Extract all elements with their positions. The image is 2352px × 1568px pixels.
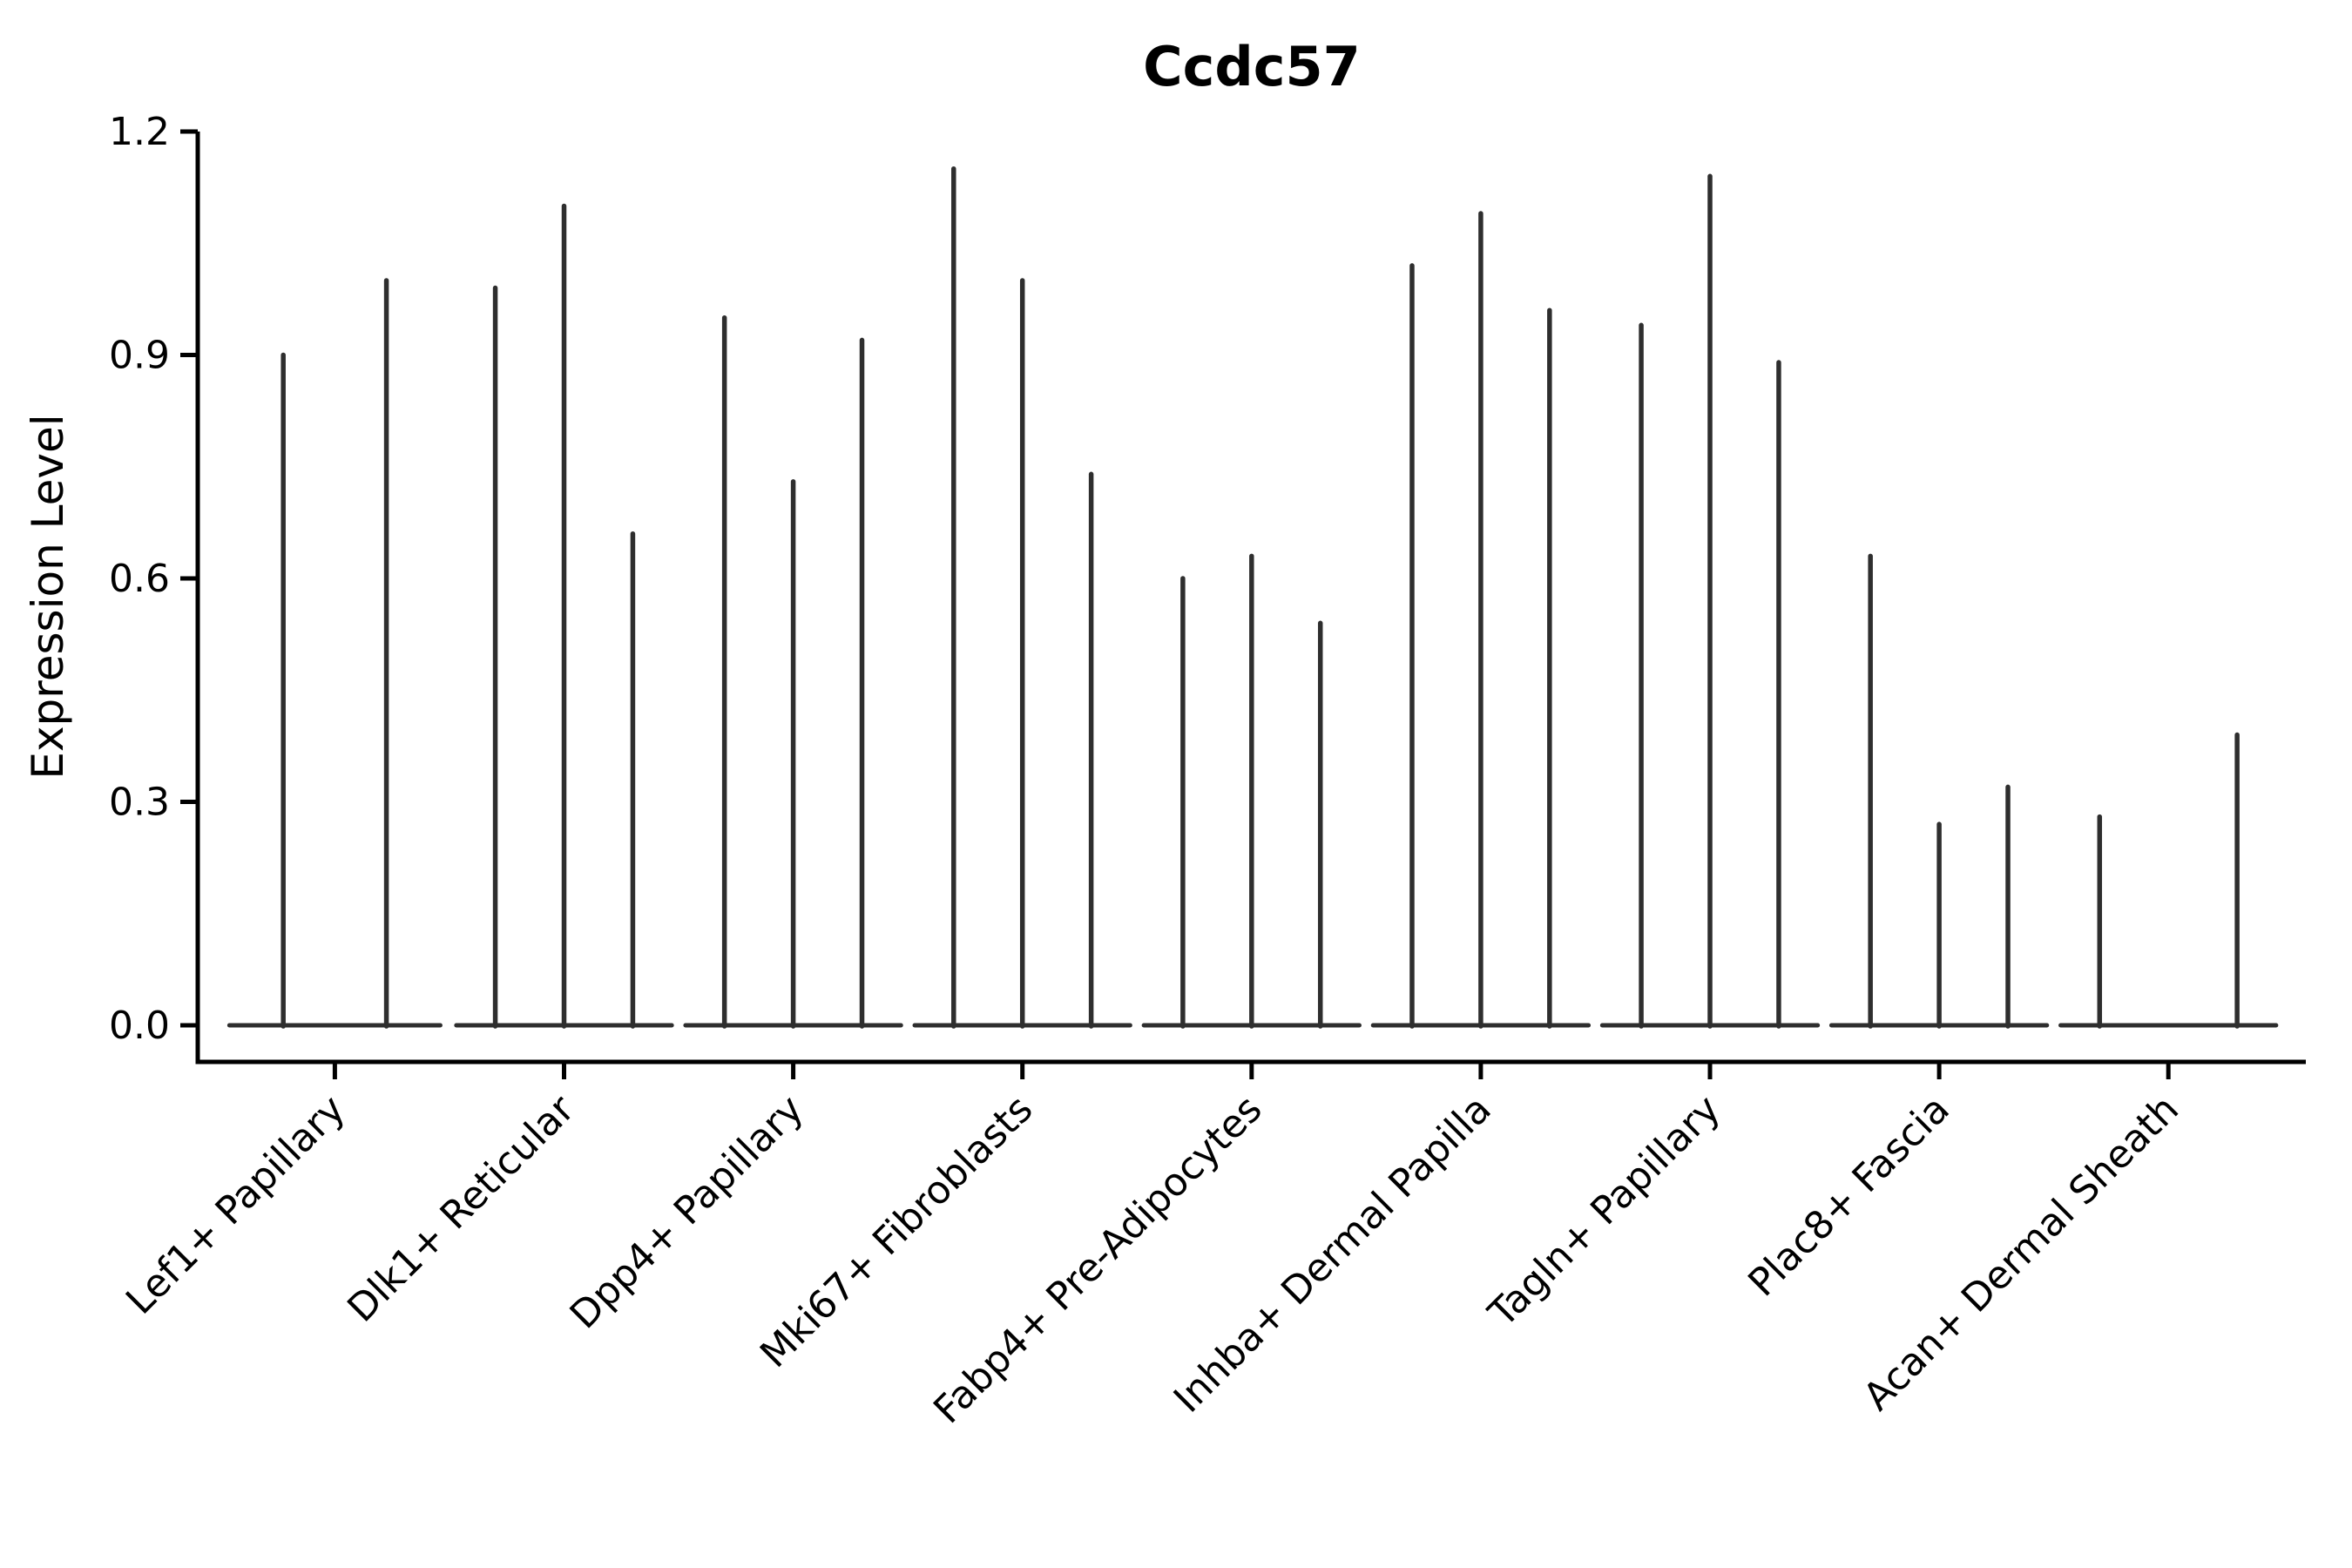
x-tick-label: Dpp4+ Papillary <box>562 1087 813 1338</box>
x-tick-label: Dlk1+ Reticular <box>339 1086 584 1331</box>
chart-title: Ccdc57 <box>1143 35 1361 98</box>
x-tick-label: Tagln+ Papillary <box>1480 1087 1729 1336</box>
violin-layer <box>226 166 2279 1029</box>
y-tick-label: 0.0 <box>109 1004 170 1048</box>
x-tick-label: Lef1+ Papillary <box>118 1087 354 1323</box>
x-tick-label: Plac8+ Fascia <box>1740 1087 1958 1306</box>
y-tick-label: 0.3 <box>109 781 170 825</box>
y-tick-label: 0.9 <box>109 334 170 378</box>
y-tick-label: 0.6 <box>109 557 170 601</box>
y-axis-label: Expression Level <box>23 414 73 779</box>
y-tick-label: 1.2 <box>109 110 170 154</box>
